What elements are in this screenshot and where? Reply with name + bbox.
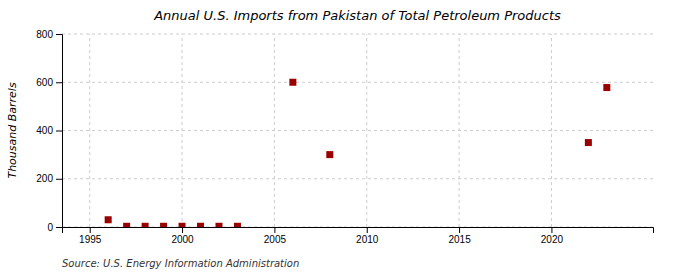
grid-line xyxy=(62,178,653,179)
tick-mark xyxy=(56,227,62,228)
grid-line xyxy=(366,34,367,227)
axis-line xyxy=(63,228,654,234)
grid-line xyxy=(274,34,275,227)
tick-label: 2000 xyxy=(171,234,194,245)
tick: 1995 xyxy=(79,227,102,245)
tick-label: 800 xyxy=(36,29,53,40)
point xyxy=(197,223,204,227)
tick-mark xyxy=(56,34,62,35)
grid-line xyxy=(62,82,653,83)
point xyxy=(123,223,130,227)
grid-line xyxy=(459,34,460,227)
tick-mark xyxy=(56,179,62,180)
chart: 1995 2000 2005 2010 2015 2020 0 200 400 600 800 Ann… xyxy=(0,0,675,275)
grid-line xyxy=(182,34,183,227)
tick: 200 xyxy=(36,173,62,184)
tick-mark xyxy=(56,131,62,132)
tick: 400 xyxy=(36,125,62,136)
axis-line xyxy=(56,35,63,228)
grid-line xyxy=(62,130,653,131)
x-axis: 1995 2000 2005 2010 2015 2020 xyxy=(63,227,654,245)
tick: 2015 xyxy=(448,227,471,245)
tick: 2010 xyxy=(356,227,379,245)
tick: 0 xyxy=(47,222,62,233)
point xyxy=(215,223,222,227)
tick-mark xyxy=(182,227,183,233)
tick: 600 xyxy=(36,77,62,88)
tick: 2000 xyxy=(171,227,194,245)
tick-label: 2020 xyxy=(541,234,564,245)
source-note: Source: U.S. Energy Information Administ… xyxy=(62,258,299,269)
grid-line xyxy=(551,34,552,227)
tick-label: 0 xyxy=(47,222,53,233)
plot-area xyxy=(105,79,611,227)
tick-mark xyxy=(367,227,368,233)
y-axis: 0 200 400 600 800 xyxy=(36,29,62,233)
title: Annual U.S. Imports from Pakistan of Tot… xyxy=(153,8,561,23)
point xyxy=(585,139,592,146)
tick: 800 xyxy=(36,29,62,40)
tick-mark xyxy=(56,82,62,83)
tick-label: 2010 xyxy=(356,234,379,245)
tick-label: 2015 xyxy=(448,234,471,245)
point xyxy=(234,223,241,227)
tick-mark xyxy=(90,227,91,233)
tick-label: 2005 xyxy=(264,234,287,245)
tick-mark xyxy=(551,227,552,233)
point xyxy=(160,223,167,227)
point xyxy=(289,79,296,86)
grid xyxy=(62,34,653,227)
tick-mark xyxy=(274,227,275,233)
tick: 2020 xyxy=(541,227,564,245)
tick-label: 600 xyxy=(36,77,53,88)
tick-label: 400 xyxy=(36,125,53,136)
point xyxy=(142,223,149,227)
point xyxy=(326,151,333,158)
point xyxy=(179,223,186,227)
grid-line xyxy=(62,34,653,35)
point xyxy=(603,84,610,91)
grid-line xyxy=(89,34,90,227)
y-axis-title: Thousand Barrels xyxy=(6,82,19,178)
point xyxy=(105,216,112,223)
tick: 2005 xyxy=(264,227,287,245)
tick-mark xyxy=(459,227,460,233)
tick-label: 1995 xyxy=(79,234,102,245)
tick-label: 200 xyxy=(36,173,53,184)
